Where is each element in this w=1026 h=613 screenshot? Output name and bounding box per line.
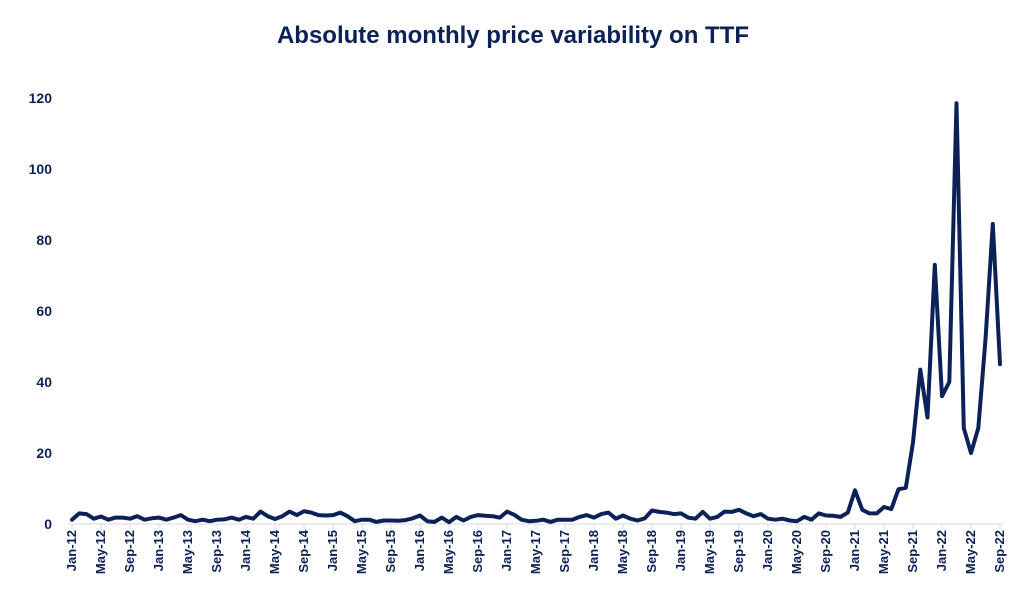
x-tick-label: Sep-16 — [470, 530, 485, 573]
x-tick-label: Jan-19 — [673, 530, 688, 571]
y-tick-label: 60 — [36, 303, 52, 319]
x-tick-label: May-20 — [789, 530, 804, 574]
x-axis-labels: Jan-12 May-12 Sep-12 Jan-13 May-13 Sep-13 Jan-… — [64, 529, 1007, 574]
x-axis-ticks — [71, 524, 1001, 529]
y-tick-label: 20 — [36, 445, 52, 461]
x-tick-label: May-16 — [441, 530, 456, 574]
x-tick-label: May-15 — [354, 530, 369, 574]
x-tick-label: May-22 — [963, 530, 978, 574]
x-tick-label: Jan-12 — [64, 530, 79, 571]
x-tick-label: May-19 — [702, 530, 717, 574]
x-tick-label: May-21 — [876, 530, 891, 574]
x-tick-label: Jan-22 — [934, 530, 949, 571]
x-tick-label: Jan-21 — [847, 530, 862, 571]
x-tick-label: Sep-15 — [383, 530, 398, 573]
x-tick-label: Jan-15 — [325, 530, 340, 571]
x-tick-label: Jan-18 — [586, 530, 601, 571]
x-tick-label: Jan-14 — [238, 529, 253, 571]
x-tick-label: Jan-17 — [499, 530, 514, 571]
x-tick-label: Sep-17 — [557, 530, 572, 573]
x-tick-label: Jan-13 — [151, 530, 166, 571]
x-tick-label: Jan-20 — [760, 530, 775, 571]
x-tick-label: Sep-14 — [296, 529, 311, 572]
x-tick-label: May-18 — [615, 530, 630, 574]
y-tick-label: 0 — [44, 516, 52, 532]
x-tick-label: May-13 — [180, 530, 195, 574]
x-tick-label: May-14 — [267, 529, 282, 574]
x-tick-label: May-12 — [93, 530, 108, 574]
x-tick-label: Sep-13 — [209, 530, 224, 573]
x-tick-label: Sep-22 — [992, 530, 1007, 573]
x-tick-label: Sep-19 — [731, 530, 746, 573]
x-tick-label: Sep-21 — [905, 530, 920, 573]
y-tick-label: 120 — [29, 90, 53, 106]
y-tick-label: 100 — [29, 161, 53, 177]
y-axis-ticks: 0 20 40 60 80 100 120 — [29, 90, 53, 532]
series-line — [70, 101, 1002, 525]
x-tick-label: Jan-16 — [412, 530, 427, 571]
y-tick-label: 80 — [36, 232, 52, 248]
x-tick-label: Sep-12 — [122, 530, 137, 573]
x-tick-label: Sep-18 — [644, 530, 659, 573]
chart-title: Absolute monthly price variability on TT… — [276, 22, 750, 49]
y-tick-label: 40 — [36, 374, 52, 390]
x-tick-label: Sep-20 — [818, 530, 833, 573]
x-tick-label: May-17 — [528, 530, 543, 574]
